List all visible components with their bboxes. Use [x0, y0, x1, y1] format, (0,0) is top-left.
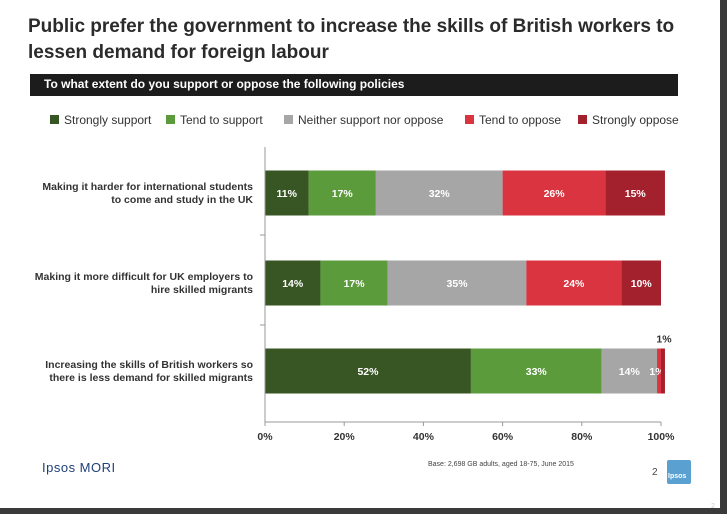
category-label: Making it harder for international stude… [42, 181, 253, 206]
x-tick-label: 40% [413, 431, 435, 443]
bar-value-label: 14% [619, 366, 641, 378]
ipsos-logo: Ipsos [667, 460, 691, 484]
bar-segment [308, 170, 376, 216]
legend-label: Tend to support [180, 113, 263, 127]
bar-segment [320, 260, 388, 306]
legend-swatch [284, 115, 293, 124]
bar-value-label: 32% [429, 188, 451, 200]
bar-segment [470, 348, 602, 394]
bar-value-label: 35% [447, 278, 469, 290]
bar-segment [387, 260, 527, 306]
bar-value-label: 17% [344, 278, 366, 290]
bar-segment [657, 348, 661, 394]
bar-segment [265, 260, 321, 306]
subtitle-text: To what extent do you support or oppose … [44, 77, 405, 91]
legend-swatch [578, 115, 587, 124]
bar-value-label: 33% [526, 366, 548, 378]
slide: Public prefer the government to increase… [0, 0, 720, 508]
x-tick-label: 20% [334, 431, 356, 443]
x-tick-label: 80% [571, 431, 593, 443]
category-label: Making it more difficult for UK employer… [35, 271, 253, 296]
bar-segment [601, 348, 658, 394]
stacked-bar-chart: Strongly support Tend to support Neither s… [35, 113, 679, 443]
legend-swatch [50, 115, 59, 124]
bar-segment [661, 348, 665, 394]
bar-segment [502, 170, 606, 216]
bar-segment [265, 348, 471, 394]
bar-segment [375, 170, 503, 216]
legend-label: Strongly support [64, 113, 152, 127]
bar-segment [265, 170, 309, 216]
bar-value-label: 24% [563, 278, 585, 290]
corner-page-number: 2 [711, 503, 715, 510]
legend-label: Tend to oppose [479, 113, 561, 127]
category-label: Increasing the skills of British workers… [45, 359, 253, 384]
ipsos-mori-wordmark: Ipsos MORI [42, 460, 116, 475]
bar-value-label: 14% [282, 278, 304, 290]
slide-title: Public prefer the government to increase… [28, 16, 675, 63]
bar-segment [605, 170, 665, 216]
x-tick-label: 60% [492, 431, 514, 443]
base-note: Base: 2,698 GB adults, aged 18-75, June … [428, 461, 574, 468]
legend-label: Neither support nor oppose [298, 113, 444, 127]
chart-bars: Making it harder for international stude… [35, 170, 672, 394]
bar-value-label: 17% [332, 188, 354, 200]
subtitle-banner: To what extent do you support or oppose … [30, 74, 678, 96]
legend-swatch [166, 115, 175, 124]
bar-value-label: 26% [544, 188, 566, 200]
bar-value-label: 52% [357, 366, 379, 378]
bar-value-label: 10% [631, 278, 653, 290]
legend-swatch [465, 115, 474, 124]
bar-segment [621, 260, 661, 306]
bar-value-label: 11% [277, 188, 298, 200]
chart-legend: Strongly support Tend to support Neither s… [50, 113, 679, 127]
x-axis: 0% 20% 40% 60% 80% 100% [257, 147, 675, 443]
page-number: 2 [652, 467, 658, 478]
legend-label: Strongly oppose [592, 113, 679, 127]
bar-value-label: 15% [625, 188, 647, 200]
x-tick-label: 100% [648, 431, 676, 443]
bar-value-label: 1% [656, 334, 672, 346]
bar-segment [526, 260, 622, 306]
x-tick-label: 0% [257, 431, 273, 443]
ipsos-logo-text: Ipsos [668, 473, 687, 480]
